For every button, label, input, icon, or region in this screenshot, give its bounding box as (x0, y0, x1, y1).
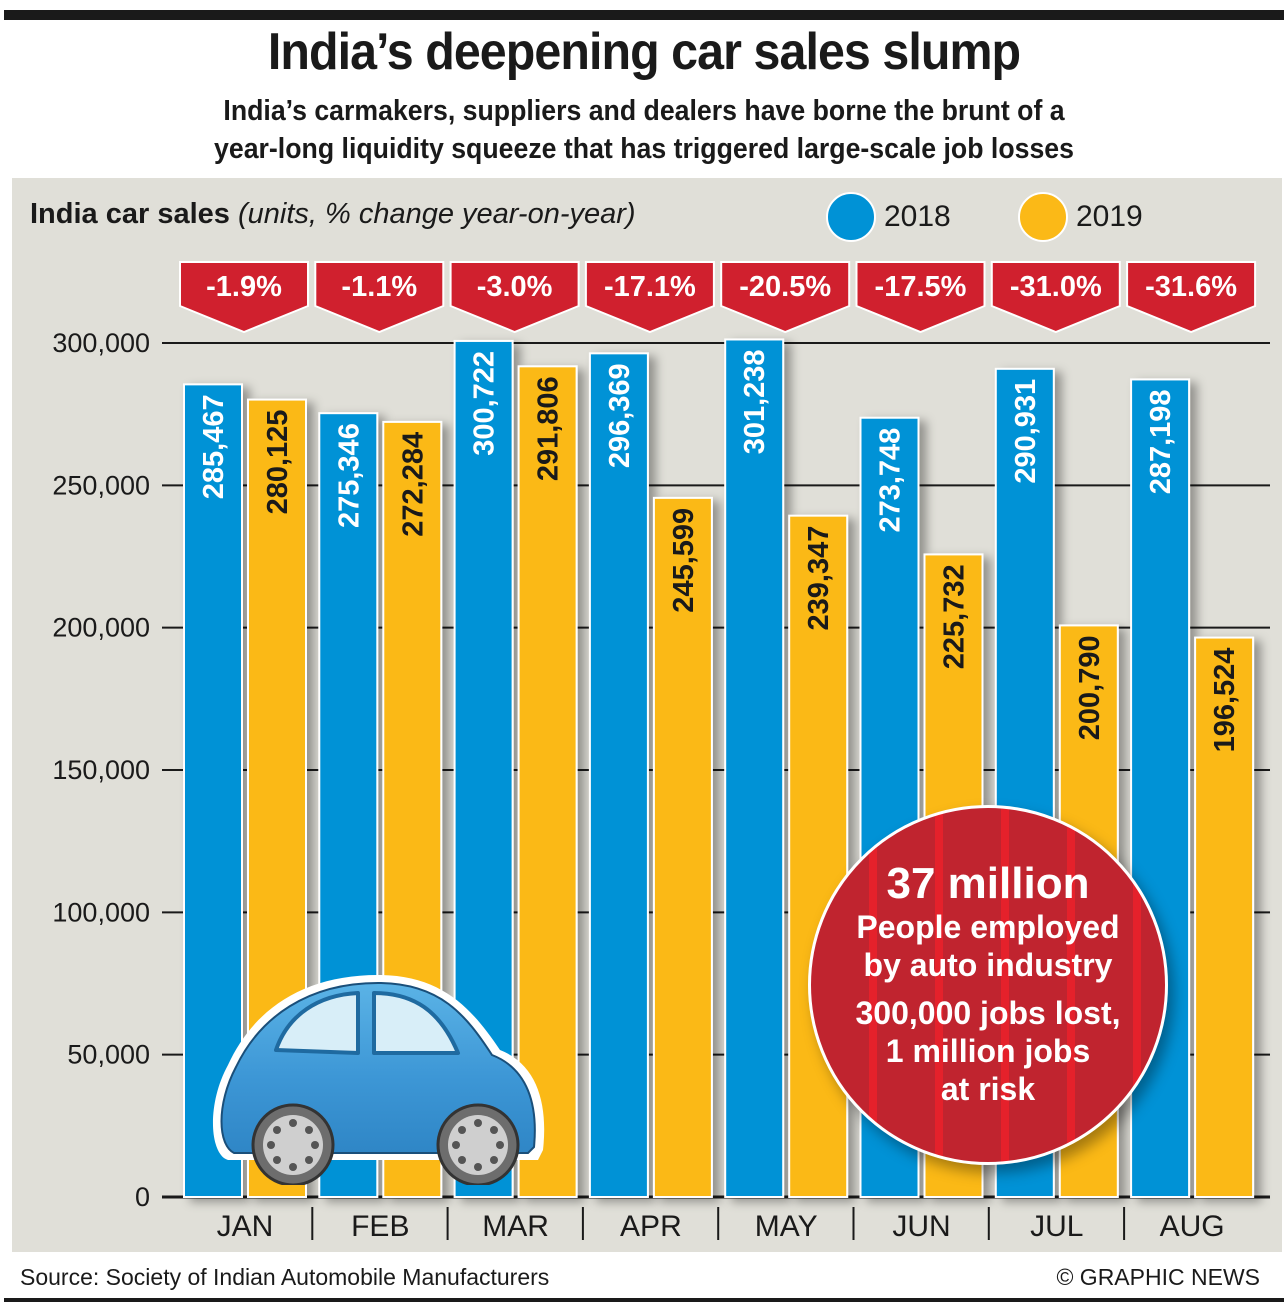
pct-change-badge (584, 261, 715, 334)
x-tick-label: APR (620, 1210, 682, 1243)
bar-value-label: 225,732 (939, 564, 971, 669)
bar-value-label: 287,198 (1145, 389, 1177, 494)
source-note: Source: Society of Indian Automobile Man… (20, 1264, 550, 1290)
y-tick-label: 50,000 (67, 1040, 150, 1070)
x-tick-label: AUG (1160, 1210, 1225, 1243)
pct-change-badge (179, 261, 309, 334)
x-tick-label: MAR (482, 1210, 549, 1243)
y-tick-label: 200,000 (52, 613, 150, 643)
wheel-front (436, 1103, 520, 1185)
bar-2018-apr (588, 352, 649, 1198)
chart-subtitle: India’s carmakers, suppliers and dealers… (52, 92, 1237, 168)
y-tick-label: 150,000 (52, 755, 150, 785)
bar-value-label: 301,238 (739, 349, 771, 454)
legend-label-2018: 2018 (884, 200, 951, 233)
bar-2018-jan (183, 383, 243, 1198)
bar-value-label: 275,346 (333, 423, 365, 528)
callout-line-3: 300,000 jobs lost, (855, 995, 1121, 1031)
pct-change-badge (314, 261, 445, 334)
legend-swatch-2019 (1018, 192, 1068, 242)
y-tick-label: 300,000 (52, 328, 150, 358)
legend-title-italic: (units, % change year-on-year) (237, 198, 636, 230)
callout-line-1: People employed (856, 909, 1120, 945)
top-rule (4, 10, 1284, 20)
pct-change-badge (855, 261, 986, 334)
subtitle-line-2: year-long liquidity squeeze that has tri… (214, 133, 1074, 165)
legend-swatch-2018 (826, 192, 876, 242)
pct-change-badge (1126, 261, 1257, 334)
legend-title-bold: India car sales (30, 198, 230, 230)
bar-value-label: 300,722 (469, 351, 501, 456)
bar-value-label: 196,524 (1209, 648, 1241, 753)
bar-value-label: 272,284 (397, 432, 429, 537)
bar-value-label: 296,369 (604, 363, 636, 468)
bar-value-label: 200,790 (1074, 635, 1106, 740)
pct-change-label: -3.0% (477, 271, 553, 303)
callout-line-2: by auto industry (863, 947, 1113, 983)
y-tick-label: 100,000 (52, 897, 150, 927)
chart-title: India’s deepening car sales slump (267, 23, 1021, 81)
x-tick-label: JUN (892, 1210, 950, 1243)
credit: © GRAPHIC NEWS (1056, 1264, 1260, 1290)
subtitle-line-1: India’s carmakers, suppliers and dealers… (223, 95, 1065, 127)
x-axis: JAN FEB MAR APR MAY JUN JUL AUG (217, 1207, 1225, 1243)
pct-change-label: -20.5% (739, 271, 831, 303)
legend-title: India car sales (units, % change year-on… (30, 198, 636, 231)
callout-line-5: at risk (940, 1071, 1036, 1107)
pct-change-badges: -1.9% -1.1% -3.0% -17.1% -20.5% -17.5% -31.0% -… (179, 261, 1257, 334)
pct-change-badge (990, 261, 1121, 334)
x-tick-label: MAY (755, 1210, 818, 1243)
x-tick-label: FEB (351, 1210, 409, 1243)
pct-change-badge (720, 261, 851, 334)
pct-change-label: -17.5% (875, 271, 967, 303)
pct-change-badge (449, 261, 580, 334)
bottom-rule (4, 1298, 1284, 1302)
bar-2019-apr (652, 496, 713, 1198)
bar-value-label: 285,467 (198, 394, 230, 499)
bar-value-label: 245,599 (668, 508, 700, 613)
y-axis: 0 50,000 100,000 150,000 200,000 250,000 300,0… (52, 328, 150, 1212)
pct-change-label: -1.9% (206, 271, 282, 303)
bar-value-label: 239,347 (803, 526, 835, 631)
y-tick-label: 250,000 (52, 470, 150, 500)
employment-callout: 37 million People employed by auto indus… (808, 805, 1168, 1165)
x-tick-label: JAN (217, 1210, 274, 1243)
pct-change-label: -31.0% (1010, 271, 1102, 303)
bar-2019-aug (1194, 636, 1255, 1198)
bar-2019-mar (517, 365, 578, 1199)
bar-value-label: 280,125 (262, 410, 294, 515)
legend-item-2018: 2018 (826, 192, 951, 242)
bar-value-label: 290,931 (1010, 379, 1042, 484)
pct-change-label: -1.1% (341, 271, 417, 303)
callout-headline: 37 million (886, 859, 1090, 908)
bar-value-label: 273,748 (875, 428, 907, 533)
callout-line-4: 1 million jobs (885, 1033, 1091, 1069)
car-icon (212, 975, 545, 1185)
bar-value-label: 291,806 (533, 376, 565, 481)
legend-item-2019: 2019 (1018, 192, 1143, 242)
bar-2018-may (724, 338, 785, 1198)
pct-change-label: -31.6% (1145, 271, 1237, 303)
y-tick-label: 0 (135, 1182, 150, 1212)
wheel-rear (251, 1103, 335, 1185)
x-tick-label: JUL (1030, 1210, 1083, 1243)
legend-label-2019: 2019 (1076, 200, 1143, 233)
pct-change-label: -17.1% (604, 271, 696, 303)
